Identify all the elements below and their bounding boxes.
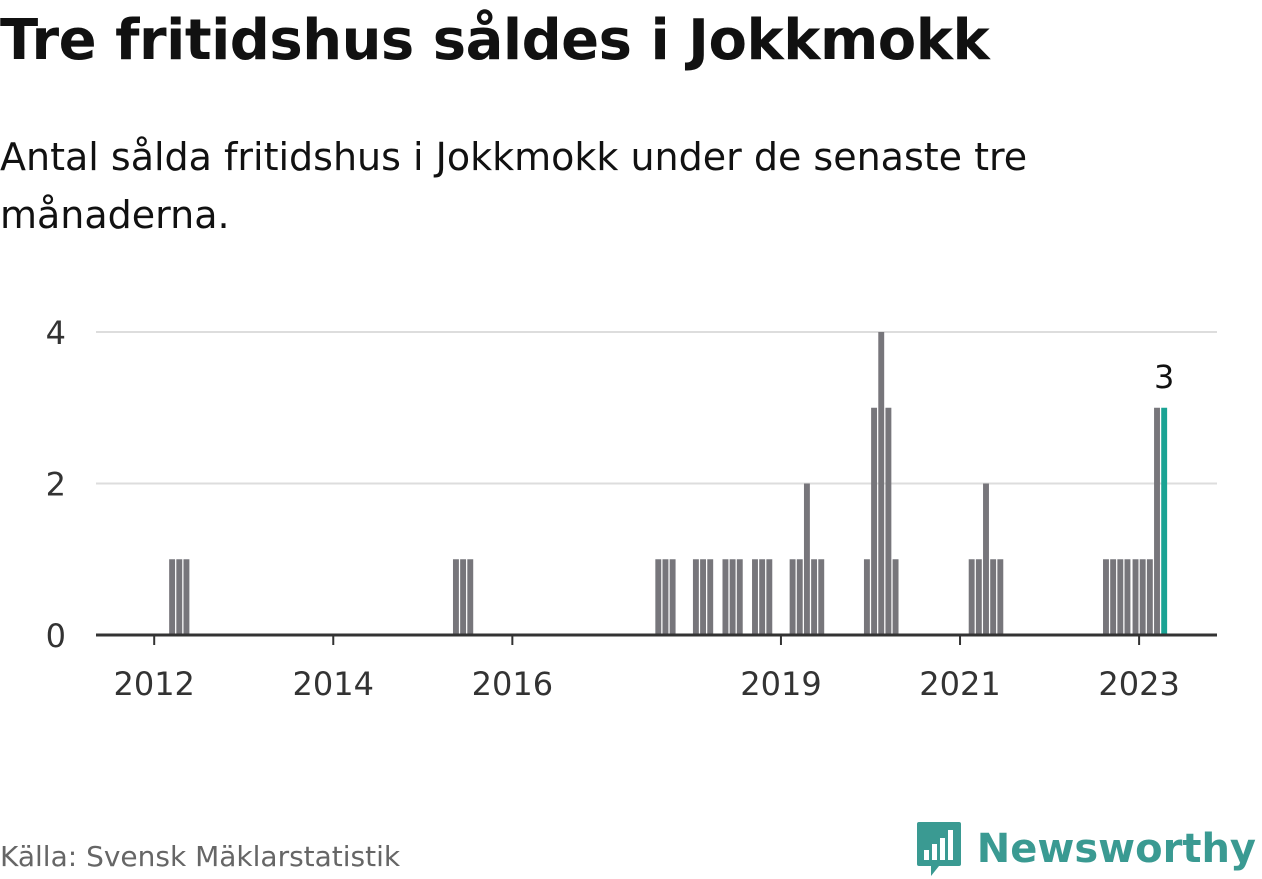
bar xyxy=(1161,407,1168,635)
bar xyxy=(669,559,676,635)
bar xyxy=(722,559,729,635)
bar xyxy=(707,559,714,635)
chart-subtitle: Antal sålda fritidshus i Jokkmokk under … xyxy=(0,135,1028,237)
bar xyxy=(1139,559,1146,635)
bar xyxy=(983,483,989,635)
bar xyxy=(467,559,474,635)
x-tick-label: 2023 xyxy=(1098,665,1179,703)
x-tick-label: 2021 xyxy=(919,665,1000,703)
x-tick-label: 2016 xyxy=(472,665,553,703)
bar xyxy=(818,559,825,635)
x-tick-label: 2012 xyxy=(113,665,194,703)
bar xyxy=(1154,407,1160,635)
bar xyxy=(789,559,796,635)
bar xyxy=(692,559,699,635)
bar xyxy=(452,559,459,635)
bar xyxy=(863,559,870,635)
bar xyxy=(729,559,736,635)
brand-name: Newsworthy xyxy=(976,826,1256,872)
bar xyxy=(1146,559,1153,635)
y-tick-label: 0 xyxy=(46,617,66,655)
chart-title: Tre fritidshus såldes i Jokkmokk xyxy=(0,8,990,73)
bar-chart: 0 2 4 2012 2014 2016 2019 2021 2023 3 xyxy=(46,314,1217,703)
bar xyxy=(885,407,892,635)
bar xyxy=(968,559,975,635)
data-label: 3 xyxy=(1154,358,1174,396)
bar xyxy=(752,559,758,635)
bar xyxy=(1132,559,1139,635)
bar xyxy=(975,559,982,635)
bar xyxy=(183,559,190,635)
bar xyxy=(176,559,183,635)
bar xyxy=(169,559,176,635)
bar xyxy=(700,559,707,635)
bar xyxy=(655,559,662,635)
y-tick-label: 2 xyxy=(46,466,66,504)
bar xyxy=(662,559,669,635)
y-tick-label: 4 xyxy=(46,314,66,352)
bar xyxy=(811,559,818,635)
newsworthy-logo-icon xyxy=(916,822,961,876)
bar xyxy=(736,559,743,635)
bar xyxy=(803,483,810,635)
bar xyxy=(1110,559,1117,635)
bar xyxy=(1117,559,1124,635)
bar xyxy=(878,332,885,635)
bar xyxy=(796,559,803,635)
bar xyxy=(460,559,467,635)
bar xyxy=(990,559,997,635)
bar xyxy=(759,559,766,635)
bar xyxy=(1103,559,1109,635)
source-note: Källa: Svensk Mäklarstatistik xyxy=(0,840,401,873)
bar xyxy=(871,407,878,635)
bar xyxy=(766,559,773,635)
x-tick-label: 2019 xyxy=(740,665,821,703)
bar xyxy=(892,559,899,635)
bar xyxy=(1124,559,1131,635)
brand-logo: Newsworthy xyxy=(915,820,1256,878)
bar xyxy=(997,559,1004,635)
x-tick-label: 2014 xyxy=(293,665,374,703)
